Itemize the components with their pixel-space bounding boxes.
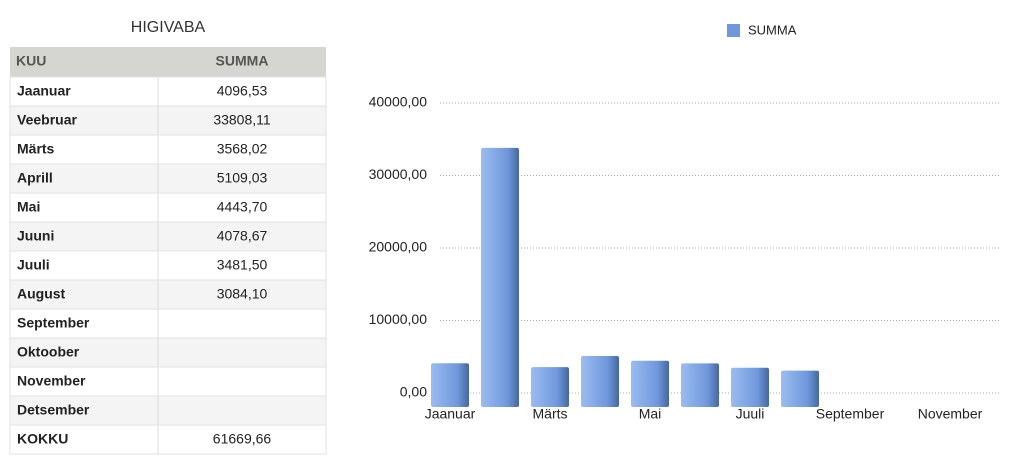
table-row xyxy=(9,308,327,339)
y-tick-label: 30000,00 xyxy=(369,166,428,182)
month-cell: Juuli xyxy=(17,257,50,273)
table-row xyxy=(9,366,327,397)
table-row xyxy=(9,250,327,281)
y-tick-label: 10000,00 xyxy=(369,311,428,327)
bar xyxy=(431,363,469,407)
legend-swatch xyxy=(727,24,740,37)
bar xyxy=(681,363,719,407)
sum-cell: 3568,02 xyxy=(217,141,268,157)
sum-cell: 3481,50 xyxy=(217,257,268,273)
table-row xyxy=(9,163,327,194)
sum-cell: 61669,66 xyxy=(213,431,272,447)
month-cell: KOKKU xyxy=(17,431,68,447)
legend-label: SUMMA xyxy=(748,22,797,37)
month-cell: Oktoober xyxy=(17,344,80,360)
table-row xyxy=(9,395,327,426)
table-row xyxy=(9,279,327,310)
table-row xyxy=(9,134,327,165)
bar xyxy=(781,370,819,407)
bar xyxy=(581,355,619,407)
header-cell: SUMMA xyxy=(216,53,269,69)
month-cell: Aprill xyxy=(17,170,53,186)
table-row xyxy=(9,192,327,223)
month-cell: November xyxy=(17,373,86,389)
month-cell: Mai xyxy=(17,199,40,215)
month-cell: Jaanuar xyxy=(17,83,71,99)
header-cell: KUU xyxy=(16,53,46,69)
bar xyxy=(481,147,519,407)
x-tick-label: September xyxy=(816,406,885,422)
bar xyxy=(731,367,769,407)
table-title: HIGIVABA xyxy=(131,19,206,36)
x-tick-label: November xyxy=(918,406,983,422)
x-tick-label: Märts xyxy=(533,406,568,422)
month-cell: Veebruar xyxy=(17,112,77,128)
sum-cell: 33808,11 xyxy=(213,112,271,128)
month-cell: August xyxy=(17,286,66,302)
month-cell: September xyxy=(17,315,90,331)
sum-cell: 4096,53 xyxy=(217,83,268,99)
table-header-bg xyxy=(10,47,326,77)
sum-cell: 5109,03 xyxy=(217,170,268,186)
table-row xyxy=(9,76,327,107)
x-tick-label: Juuli xyxy=(736,406,765,422)
sum-cell: 4443,70 xyxy=(217,199,268,215)
sum-cell: 3084,10 xyxy=(217,286,268,302)
x-tick-label: Jaanuar xyxy=(425,406,476,422)
table-row xyxy=(9,221,327,252)
table-row xyxy=(9,424,327,455)
y-tick-label: 0,00 xyxy=(400,384,427,400)
bar xyxy=(531,367,569,407)
month-cell: Juuni xyxy=(17,228,54,244)
month-cell: Märts xyxy=(17,141,55,157)
month-cell: Detsember xyxy=(17,402,90,418)
x-tick-label: Mai xyxy=(639,406,662,422)
y-tick-label: 40000,00 xyxy=(369,94,428,110)
y-tick-label: 20000,00 xyxy=(369,239,428,255)
sum-cell: 4078,67 xyxy=(217,228,268,244)
table-row xyxy=(9,105,327,136)
bar xyxy=(631,360,669,407)
